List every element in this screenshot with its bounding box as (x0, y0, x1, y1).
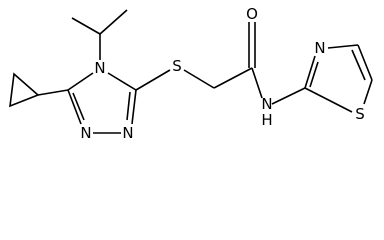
atom-label: N (122, 124, 133, 142)
atom-label: N (314, 39, 325, 57)
bonds (9, 9, 373, 134)
atom-label: N (94, 59, 105, 77)
atom-label: N (261, 95, 272, 113)
atom-label: N (80, 124, 91, 142)
atom-label: O (246, 5, 258, 23)
atom-label: S (172, 57, 182, 75)
molecule-diagram: N N N S O N H N S (9, 5, 373, 142)
atom-labels: N N N S O N H N S (80, 5, 364, 142)
atom-label: S (355, 105, 365, 123)
atom-label: H (261, 111, 272, 129)
